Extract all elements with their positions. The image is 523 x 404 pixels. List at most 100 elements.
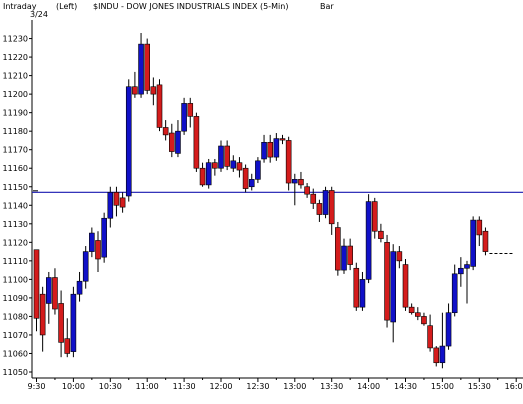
candle: [414, 307, 421, 321]
candle: [451, 264, 458, 317]
candle: [230, 155, 237, 172]
candle: [39, 286, 46, 352]
candle-body: [255, 160, 261, 180]
candle-body: [248, 179, 255, 188]
y-tick-label: 11130: [3, 220, 28, 229]
candle: [76, 271, 83, 302]
candle-body: [125, 86, 132, 197]
header-axis-side: (Left): [56, 2, 77, 11]
x-tick-label: 15:00: [431, 382, 454, 391]
candle-body: [304, 186, 310, 195]
candle-body: [150, 86, 157, 95]
candle: [347, 238, 353, 271]
candle: [421, 312, 427, 326]
candle-body: [70, 293, 77, 352]
candle: [45, 271, 52, 324]
candle-body: [359, 279, 366, 308]
candle-body: [52, 277, 58, 310]
x-tick-label: 13:00: [283, 382, 306, 391]
chart-title: $INDU - DOW JONES INDUSTRIALS INDEX (5-M…: [93, 2, 288, 11]
candle-body: [58, 303, 64, 343]
x-tick-label: 11:00: [136, 382, 159, 391]
candle-body: [310, 193, 317, 204]
candle-body: [138, 43, 144, 95]
candle: [390, 244, 397, 343]
candle: [58, 290, 64, 358]
candle: [70, 286, 77, 358]
candle-body: [218, 145, 224, 169]
candle-body: [273, 138, 280, 158]
header-chart-style: Bar: [320, 2, 334, 11]
candle: [298, 171, 304, 189]
y-tick-label: 11190: [3, 109, 28, 118]
candle: [101, 212, 107, 263]
candle: [52, 268, 58, 315]
y-tick-label: 11070: [3, 331, 28, 340]
candle: [470, 216, 476, 271]
candle: [175, 120, 181, 158]
candle: [322, 186, 329, 219]
candle: [427, 314, 433, 352]
candle: [33, 249, 40, 332]
x-tick-label: 10:30: [99, 382, 122, 391]
candle: [310, 188, 317, 209]
candle-body: [33, 249, 40, 319]
candle-body: [230, 160, 237, 169]
candle-body: [433, 347, 440, 364]
candle: [248, 173, 255, 191]
y-axis: 11050 11060 11070 11080 11090 11100 11110 11120…: [3, 20, 33, 378]
candle-body: [76, 280, 83, 295]
candle-body: [421, 316, 427, 325]
plot-area: [32, 33, 523, 369]
candle: [458, 257, 464, 287]
candle: [107, 186, 114, 228]
candle-body: [298, 179, 304, 186]
candle: [261, 134, 267, 163]
candle: [359, 271, 366, 311]
candle-body: [45, 277, 52, 304]
candle-body: [476, 219, 483, 236]
candle-body: [371, 201, 378, 232]
x-tick-label: 11:30: [173, 382, 196, 391]
candle-body: [199, 167, 206, 186]
candle: [199, 162, 206, 187]
candle-body: [390, 251, 397, 323]
candle-body: [335, 227, 341, 271]
y-tick-label: 11180: [3, 127, 28, 136]
y-tick-label: 11200: [3, 90, 28, 99]
candle: [353, 262, 360, 311]
candle-body: [470, 219, 476, 267]
candle: [169, 123, 175, 158]
x-tick-label: 10:00: [62, 382, 85, 391]
y-tick-label: 11100: [3, 275, 28, 284]
candle-body: [267, 141, 274, 158]
candle-body: [396, 251, 403, 262]
candle-body: [181, 103, 187, 132]
candle-body: [187, 103, 194, 117]
candle: [82, 246, 89, 289]
candle-body: [101, 217, 107, 258]
candle: [156, 79, 163, 132]
candle: [236, 157, 243, 178]
candle: [445, 303, 452, 350]
candle: [328, 186, 335, 235]
candle: [132, 71, 138, 98]
candle: [476, 216, 483, 247]
candle: [113, 186, 120, 217]
candle-body: [347, 245, 353, 265]
candle-body: [445, 312, 452, 347]
y-tick-label: 11110: [3, 257, 28, 266]
candle: [408, 303, 415, 315]
candle-body: [365, 201, 372, 280]
candle: [187, 97, 194, 128]
candle-body: [402, 264, 409, 308]
y-tick-label: 11080: [3, 312, 28, 321]
candle-body: [113, 192, 120, 206]
candle-body: [464, 264, 470, 269]
candle-body: [427, 325, 433, 349]
candle: [279, 134, 286, 145]
candle-body: [95, 240, 101, 260]
candle: [89, 227, 95, 258]
x-tick-label: 12:00: [209, 382, 232, 391]
candle: [181, 97, 187, 135]
